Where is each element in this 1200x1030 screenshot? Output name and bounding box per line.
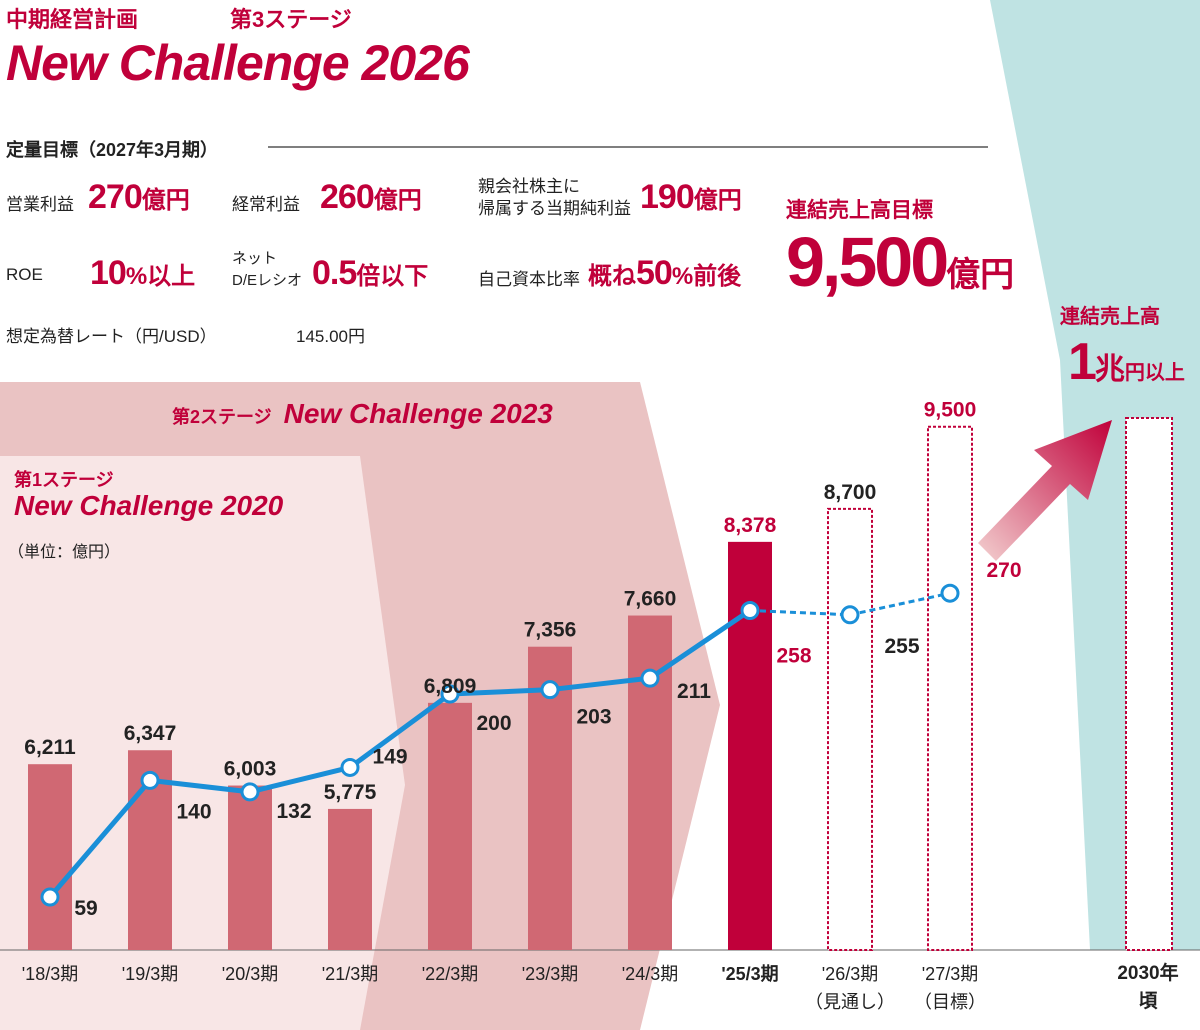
operating-profit-point bbox=[340, 757, 360, 777]
growth-arrow-icon bbox=[978, 420, 1112, 561]
sales-value-label: 6,347 bbox=[124, 722, 177, 745]
roe-value: 10%以上 bbox=[90, 254, 196, 292]
roe-label: ROE bbox=[6, 265, 43, 284]
stage3-label: 第3ステージ bbox=[230, 7, 352, 32]
stage2-title: 第2ステージ New Challenge 2023 bbox=[172, 398, 553, 429]
sales-value-label: 6,003 bbox=[224, 758, 277, 781]
period-2030-label: 2030年頃 bbox=[1117, 963, 1179, 1012]
sales-bar bbox=[28, 764, 72, 950]
operating-profit-label: 149 bbox=[372, 745, 407, 768]
equity-ratio-value: 概ね50%前後 bbox=[588, 254, 742, 292]
operating-profit-line bbox=[48, 608, 752, 899]
operating-profit-label: 258 bbox=[776, 644, 811, 667]
category-label: '19/3期 bbox=[122, 964, 178, 984]
equity-ratio-label: 自己資本比率 bbox=[478, 270, 580, 289]
category-label: '20/3期 bbox=[222, 964, 278, 984]
operating-profit-point bbox=[40, 887, 60, 907]
operating-profit-label: 255 bbox=[884, 635, 919, 658]
plan-label: 中期経営計画 bbox=[6, 7, 139, 32]
fx-rate-label: 想定為替レート（円/USD） bbox=[6, 327, 217, 346]
operating-profit-point bbox=[940, 583, 960, 603]
long-term-label: 連結売上高 bbox=[1060, 306, 1160, 328]
sales-value-label: 5,775 bbox=[324, 781, 377, 804]
category-label: '26/3期 bbox=[822, 964, 878, 984]
sales-bar bbox=[228, 785, 272, 950]
category-note: （見通し） bbox=[805, 992, 895, 1012]
sales-target-value: 9,500億円 bbox=[786, 223, 1015, 301]
operating-profit-label: 132 bbox=[276, 800, 311, 823]
page-title: New Challenge 2026 bbox=[6, 35, 470, 91]
ordinary-profit-value: 260億円 bbox=[320, 178, 422, 216]
operating-profit-label: 200 bbox=[476, 712, 511, 735]
stage1-background bbox=[0, 456, 405, 1030]
operating-profit-point bbox=[440, 684, 460, 704]
stage1-name: New Challenge 2020 bbox=[14, 490, 284, 521]
net-profit-value: 190億円 bbox=[640, 178, 742, 216]
category-label: '27/3期 bbox=[922, 964, 978, 984]
operating-profit-point bbox=[240, 782, 260, 802]
stage1-label: 第1ステージ bbox=[14, 470, 114, 490]
sales-bar bbox=[328, 808, 372, 950]
sales-value-label: 7,660 bbox=[624, 588, 677, 611]
sales-value-label: 7,356 bbox=[524, 619, 577, 642]
sales-bar bbox=[827, 507, 873, 951]
sales-value-label: 9,500 bbox=[924, 399, 977, 422]
operating-profit-label: 営業利益 bbox=[6, 195, 74, 214]
operating-profit-label: 59 bbox=[74, 897, 97, 920]
operating-profit-point bbox=[140, 770, 160, 790]
long-term-value: 1兆円以上 bbox=[1068, 333, 1185, 391]
sales-value-label: 8,378 bbox=[724, 514, 777, 537]
unit-note: （単位：億円） bbox=[8, 544, 121, 561]
sales-value-label: 8,700 bbox=[824, 481, 877, 504]
ordinary-profit-label: 経常利益 bbox=[232, 195, 300, 214]
operating-profit-label: 140 bbox=[176, 800, 211, 823]
de-ratio-label: ネット D/Eレシオ bbox=[232, 250, 303, 289]
category-label: '24/3期 bbox=[622, 964, 678, 984]
category-label: '22/3期 bbox=[422, 964, 478, 984]
bar-2030-target bbox=[1125, 417, 1173, 951]
category-note: （目標） bbox=[914, 992, 986, 1012]
category-label: '25/3期 bbox=[721, 964, 778, 984]
fx-rate-value: 145.00円 bbox=[296, 327, 365, 346]
operating-profit-point bbox=[640, 668, 660, 688]
sales-value-label: 6,809 bbox=[424, 675, 477, 698]
category-label: '23/3期 bbox=[522, 964, 578, 984]
operating-profit-point bbox=[540, 680, 560, 700]
operating-profit-label: 270 bbox=[986, 559, 1021, 582]
sales-bar bbox=[428, 702, 472, 950]
operating-profit-point bbox=[740, 600, 760, 620]
sales-target-label: 連結売上高目標 bbox=[786, 199, 933, 222]
operating-profit-label: 203 bbox=[576, 706, 611, 729]
category-label: '18/3期 bbox=[22, 964, 78, 984]
operating-profit-value: 270億円 bbox=[88, 178, 190, 216]
operating-profit-point bbox=[840, 605, 860, 625]
sales-value-label: 6,211 bbox=[24, 736, 76, 759]
category-label: '21/3期 bbox=[322, 964, 378, 984]
targets-heading: 定量目標（2027年3月期） bbox=[6, 140, 219, 160]
operating-profit-label: 211 bbox=[677, 680, 711, 703]
de-ratio-value: 0.5倍以下 bbox=[312, 254, 429, 292]
net-profit-label: 親会社株主に 帰属する当期純利益 bbox=[478, 177, 631, 218]
sales-bar bbox=[927, 425, 973, 951]
